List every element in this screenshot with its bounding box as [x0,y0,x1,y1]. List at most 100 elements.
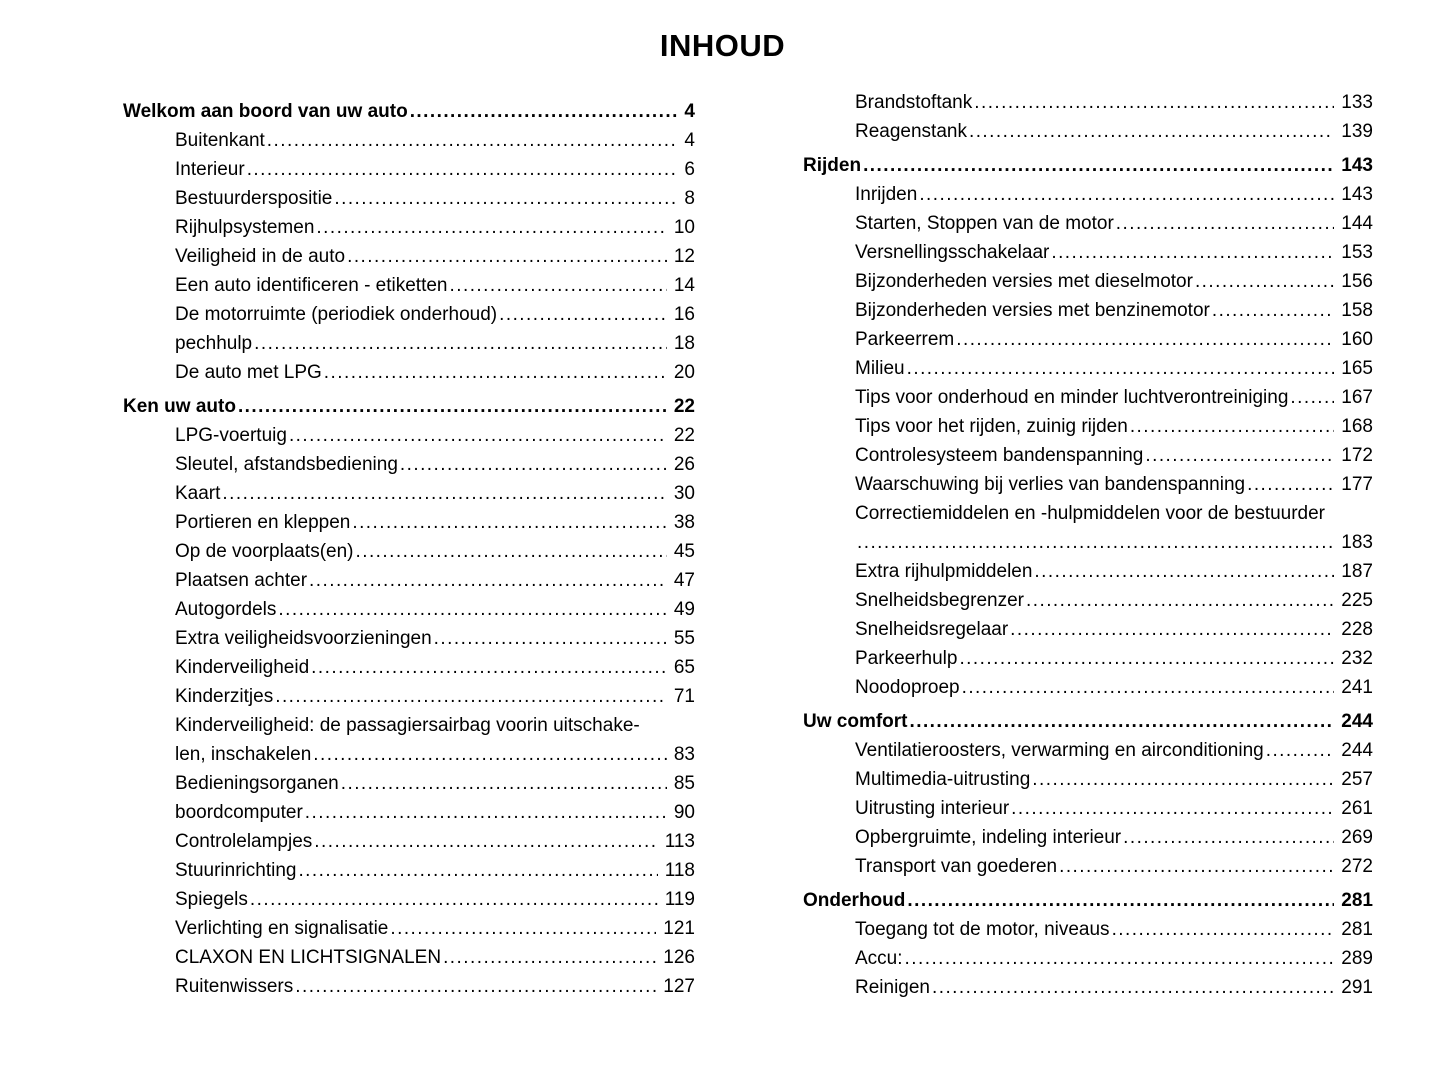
dot-leader: ........................................… [1011,798,1335,819]
dot-leader: ........................................… [304,802,667,823]
toc-entry-label: Stuurinrichting [175,860,297,881]
dot-leader: ........................................… [266,130,678,151]
toc-entry-row: De auto met LPG.........................… [123,358,695,387]
dot-leader: ........................................… [449,275,667,296]
toc-entry-row: Toegang tot de motor, niveaus...........… [803,915,1373,944]
toc-entry-row: Spiegels................................… [123,885,695,914]
toc-page-number: 10 [673,217,695,238]
toc-page-number: 143 [1341,155,1373,176]
toc-entry-label: Sleutel, afstandsbediening [175,454,398,475]
dot-leader: ........................................… [906,358,1335,379]
toc-entry-row: Extra veiligheidsvoorzieningen..........… [123,624,695,653]
toc-entry-label: Buitenkant [175,130,265,151]
toc-entry-row: Een auto identificeren - etiketten......… [123,271,695,300]
toc-page-number: 133 [1341,92,1373,113]
toc-page-number: 47 [673,570,695,591]
toc-entry-label: Versnellingsschakelaar [855,242,1050,263]
dot-leader: ........................................… [1051,242,1334,263]
toc-page-number: 172 [1341,445,1373,466]
toc-entry-row: Ventilatieroosters, verwarming en aircon… [803,736,1373,765]
toc-entry-label: Kinderveiligheid [175,657,310,678]
toc-entry-label: Spiegels [175,889,248,910]
toc-entry-row: Waarschuwing bij verlies van bandenspann… [803,470,1373,499]
dot-leader: ........................................… [237,396,667,417]
toc-page-number: 4 [684,101,695,122]
toc-entry-label: Veiligheid in de auto [175,246,346,267]
toc-page-number: 153 [1341,242,1373,263]
toc-entry-row: Controlelampjes.........................… [123,827,695,856]
dot-leader: ........................................… [313,744,667,765]
toc-entry-label: Waarschuwing bij verlies van bandenspann… [855,474,1246,495]
toc-entry-label: pechhulp [175,333,253,354]
toc-entry-label: Bijzonderheden versies met benzinemotor [855,300,1210,321]
toc-entry-label: Inrijden [855,184,918,205]
toc-entry-row: Extra rijhulpmiddelen...................… [803,557,1373,586]
dot-leader: ........................................… [399,454,667,475]
toc-entry-row: Starten, Stoppen van de motor...........… [803,209,1373,238]
toc-entry-label: Noodoproep [855,677,960,698]
toc-entry-label: Toegang tot de motor, niveaus [855,919,1110,940]
toc-page-number: 85 [673,773,695,794]
dot-leader: ........................................… [904,948,1335,969]
dot-leader: ........................................… [347,246,667,267]
toc-entry-row: Correctiemiddelen en -hulpmiddelen voor … [803,499,1373,528]
toc-page-number: 83 [673,744,695,765]
toc-entry-label: Een auto identificeren - etiketten [175,275,448,296]
toc-entry-label: Ventilatieroosters, verwarming en aircon… [855,740,1264,761]
dot-leader: ........................................… [1032,769,1334,790]
toc-page-number: 113 [664,831,695,852]
toc-column-left: Welkom aan boord van uw auto............… [123,97,695,1001]
toc-entry-label: Kinderzitjes [175,686,274,707]
dot-leader: ........................................… [1026,590,1334,611]
toc-entry-label: Brandstoftank [855,92,973,113]
dot-leader: ........................................… [974,92,1334,113]
toc-page-number: 177 [1341,474,1373,495]
toc-page-number: 168 [1341,416,1373,437]
toc-entry-label: Multimedia-uitrusting [855,769,1031,790]
dot-leader: ........................................… [1145,445,1334,466]
toc-page-number: 269 [1341,827,1373,848]
dot-leader: ........................................… [907,890,1334,911]
toc-page-number: 144 [1341,213,1373,234]
toc-entry-label: LPG-voertuig [175,425,287,446]
dot-leader: ........................................… [316,217,667,238]
dot-leader: ........................................… [1010,619,1334,640]
toc-entry-label: Snelheidsbegrenzer [855,590,1025,611]
toc-entry-row: Stuurinrichting.........................… [123,856,695,885]
toc-page-number: 158 [1341,300,1373,321]
toc-entry-label: Verlichting en signalisatie [175,918,389,939]
toc-entry-label: Correctiemiddelen en -hulpmiddelen voor … [855,503,1325,524]
toc-page-number: 241 [1341,677,1373,698]
toc-page-number: 272 [1341,856,1373,877]
toc-section-row: Rijden..................................… [803,151,1373,180]
toc-page-number: 126 [663,947,695,968]
toc-entry-row: Kinderveiligheid: de passagiersairbag vo… [123,711,695,740]
toc-entry-row: LPG-voertuig............................… [123,421,695,450]
toc-page-number: 38 [673,512,695,533]
toc-page-number: 281 [1341,890,1373,911]
toc-entry-continuation-row: len, inschakelen........................… [123,740,695,769]
toc-entry-label: Controlesysteem bandenspanning [855,445,1144,466]
toc-entry-row: Snelheidsregelaar.......................… [803,615,1373,644]
dot-leader: ........................................… [254,333,667,354]
toc-entry-row: Noodoproep..............................… [803,673,1373,702]
dot-leader: ........................................… [1194,271,1335,292]
toc-page-number: 160 [1341,329,1373,350]
toc-entry-label: Bijzonderheden versies met dieselmotor [855,271,1193,292]
toc-entry-row: Tips voor het rijden, zuinig rijden.....… [803,412,1373,441]
toc-page-number: 121 [663,918,695,939]
toc-entry-row: Parkeerrem..............................… [803,325,1373,354]
toc-entry-row: Bijzonderheden versies met dieselmotor..… [803,267,1373,296]
toc-entry-label: Opbergruimte, indeling interieur [855,827,1122,848]
toc-entry-label: Rijden [803,155,862,176]
dot-leader: ........................................… [1111,919,1335,940]
toc-page-number: 12 [673,246,695,267]
toc-page-number: 139 [1341,121,1373,142]
toc-entry-row: Reinigen................................… [803,973,1373,1002]
dot-leader: ........................................… [1290,387,1334,408]
dot-leader: ........................................… [334,188,678,209]
toc-entry-label: Uw comfort [803,711,908,732]
dot-leader: ........................................… [295,976,656,997]
toc-entry-row: Snelheidsbegrenzer......................… [803,586,1373,615]
toc-entry-label: Parkeerrem [855,329,955,350]
